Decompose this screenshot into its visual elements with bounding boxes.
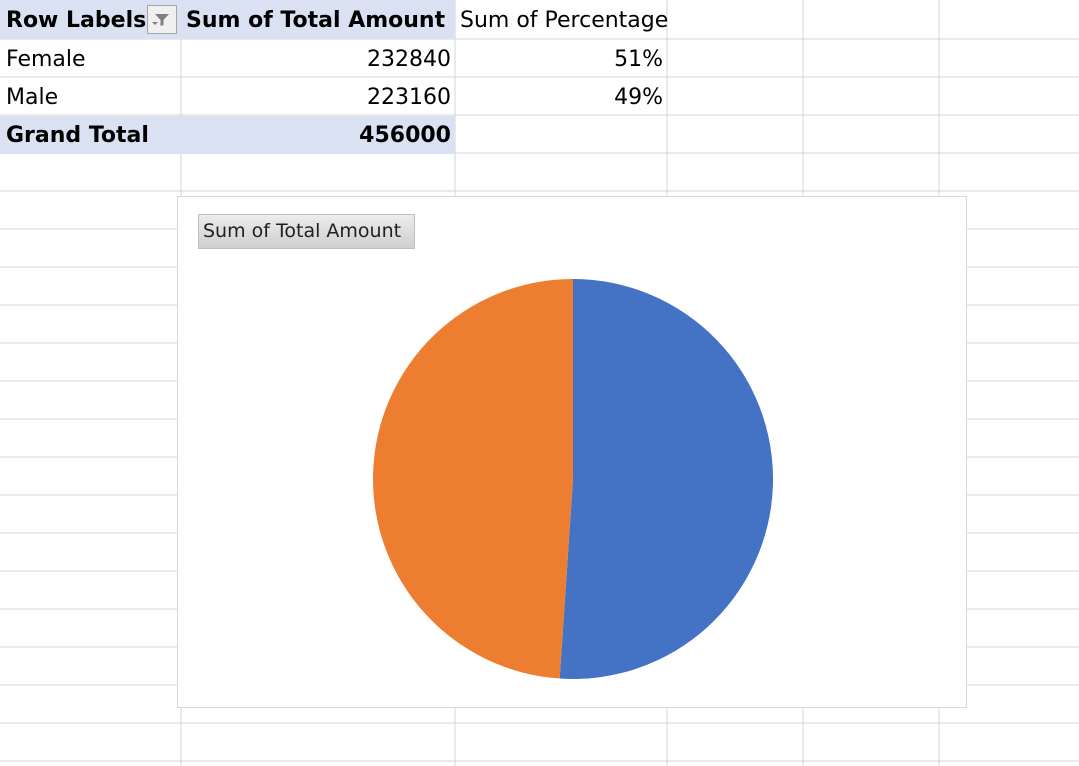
row-label-female[interactable]: Female <box>6 47 86 72</box>
grand-total-value[interactable]: 456000 <box>359 123 451 148</box>
pivot-grand-total-fill <box>0 116 455 154</box>
pivot-header-fill <box>0 0 455 39</box>
percentage-female[interactable]: 51% <box>614 47 663 72</box>
grand-total-label[interactable]: Grand Total <box>6 123 149 148</box>
filter-dropdown-icon <box>152 14 169 26</box>
pie-slice-male[interactable] <box>372 279 573 679</box>
pie-chart[interactable] <box>178 197 968 709</box>
total-female[interactable]: 232840 <box>367 47 451 72</box>
total-male[interactable]: 223160 <box>367 85 451 110</box>
pivot-chart[interactable]: Sum of Total Amount <box>177 196 967 708</box>
row-label-male[interactable]: Male <box>6 85 59 110</box>
row-labels-header[interactable]: Row Labels <box>6 8 147 33</box>
sum-total-amount-header[interactable]: Sum of Total Amount <box>186 8 446 33</box>
sum-percentage-header[interactable]: Sum of Percentage <box>460 8 669 33</box>
percentage-male[interactable]: 49% <box>614 85 663 110</box>
filter-dropdown-button[interactable] <box>147 5 177 34</box>
pie-slice-female[interactable] <box>559 279 773 679</box>
chart-field-button[interactable]: Sum of Total Amount <box>198 214 415 249</box>
